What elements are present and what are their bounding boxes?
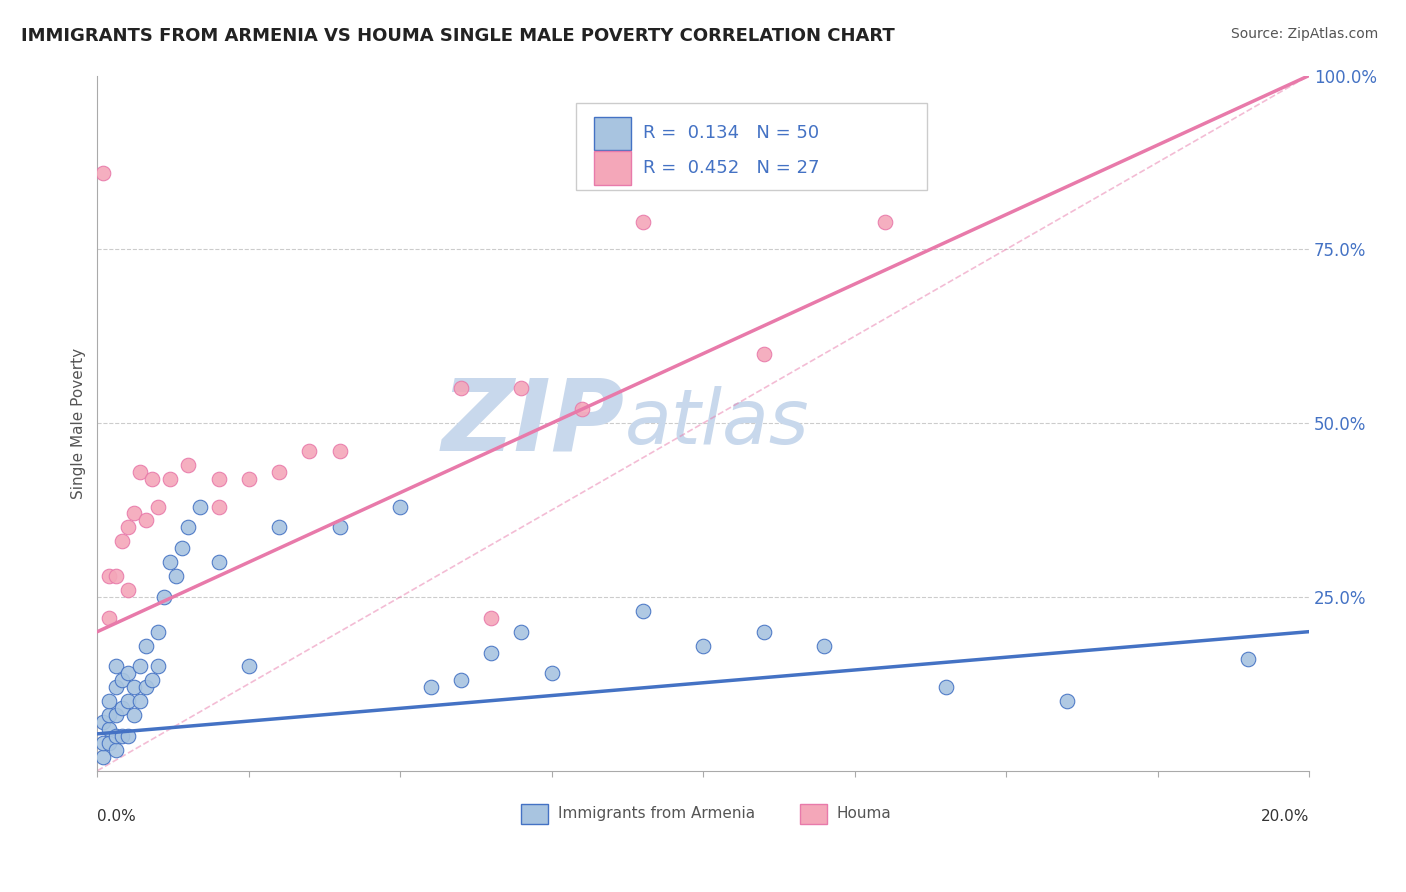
- Point: [269, 520, 291, 534]
- Point: [540, 666, 562, 681]
- Point: [117, 729, 139, 743]
- Text: 0.0%: 0.0%: [97, 809, 136, 824]
- Point: [419, 680, 441, 694]
- Point: [104, 569, 127, 583]
- Point: [93, 749, 115, 764]
- Point: [117, 520, 139, 534]
- Point: [298, 444, 321, 458]
- Point: [631, 604, 654, 618]
- Point: [104, 729, 127, 743]
- Point: [98, 569, 121, 583]
- Point: [98, 736, 121, 750]
- Text: 20.0%: 20.0%: [1261, 809, 1309, 824]
- Text: IMMIGRANTS FROM ARMENIA VS HOUMA SINGLE MALE POVERTY CORRELATION CHART: IMMIGRANTS FROM ARMENIA VS HOUMA SINGLE …: [21, 27, 894, 45]
- Point: [93, 166, 115, 180]
- Point: [631, 214, 654, 228]
- Point: [935, 680, 957, 694]
- Point: [752, 346, 775, 360]
- Point: [104, 680, 127, 694]
- FancyBboxPatch shape: [595, 117, 630, 150]
- Point: [141, 673, 163, 688]
- Point: [172, 541, 194, 556]
- FancyBboxPatch shape: [522, 804, 548, 823]
- Point: [98, 694, 121, 708]
- Point: [98, 611, 121, 625]
- Point: [104, 743, 127, 757]
- Point: [873, 214, 896, 228]
- Point: [135, 680, 157, 694]
- Point: [93, 714, 115, 729]
- FancyBboxPatch shape: [595, 152, 630, 185]
- Point: [165, 569, 187, 583]
- Point: [207, 472, 229, 486]
- Point: [153, 590, 176, 604]
- Point: [117, 694, 139, 708]
- Point: [159, 472, 181, 486]
- Point: [122, 708, 145, 723]
- Point: [141, 472, 163, 486]
- Point: [98, 722, 121, 736]
- Point: [238, 659, 260, 673]
- Point: [692, 639, 714, 653]
- Text: Houma: Houma: [837, 806, 891, 822]
- Point: [93, 736, 115, 750]
- Point: [110, 534, 132, 549]
- Y-axis label: Single Male Poverty: Single Male Poverty: [72, 348, 86, 499]
- Text: R =  0.452   N = 27: R = 0.452 N = 27: [643, 159, 820, 177]
- Point: [450, 673, 472, 688]
- Text: ZIP: ZIP: [441, 375, 624, 472]
- Point: [128, 659, 150, 673]
- Point: [146, 624, 169, 639]
- Point: [135, 639, 157, 653]
- Point: [122, 680, 145, 694]
- Point: [752, 624, 775, 639]
- Text: Immigrants from Armenia: Immigrants from Armenia: [558, 806, 755, 822]
- Point: [450, 381, 472, 395]
- Point: [104, 659, 127, 673]
- Point: [128, 465, 150, 479]
- Point: [117, 666, 139, 681]
- Point: [207, 555, 229, 569]
- Point: [571, 402, 593, 417]
- Point: [188, 500, 211, 514]
- Point: [479, 611, 502, 625]
- Point: [1056, 694, 1078, 708]
- Point: [329, 520, 352, 534]
- FancyBboxPatch shape: [800, 804, 827, 823]
- Point: [238, 472, 260, 486]
- Point: [329, 444, 352, 458]
- Point: [110, 729, 132, 743]
- Point: [98, 708, 121, 723]
- Point: [177, 458, 200, 472]
- Point: [1237, 652, 1260, 666]
- Text: R =  0.134   N = 50: R = 0.134 N = 50: [643, 124, 818, 142]
- Point: [813, 639, 835, 653]
- Point: [177, 520, 200, 534]
- Point: [510, 624, 533, 639]
- Point: [510, 381, 533, 395]
- Point: [128, 694, 150, 708]
- Point: [207, 500, 229, 514]
- Point: [122, 507, 145, 521]
- Point: [135, 513, 157, 527]
- Point: [479, 646, 502, 660]
- Point: [389, 500, 412, 514]
- FancyBboxPatch shape: [576, 103, 928, 190]
- Point: [110, 673, 132, 688]
- Point: [146, 500, 169, 514]
- Point: [159, 555, 181, 569]
- Point: [117, 582, 139, 597]
- Point: [110, 701, 132, 715]
- Point: [146, 659, 169, 673]
- Point: [104, 708, 127, 723]
- Point: [269, 465, 291, 479]
- Text: Source: ZipAtlas.com: Source: ZipAtlas.com: [1230, 27, 1378, 41]
- Text: atlas: atlas: [624, 386, 808, 460]
